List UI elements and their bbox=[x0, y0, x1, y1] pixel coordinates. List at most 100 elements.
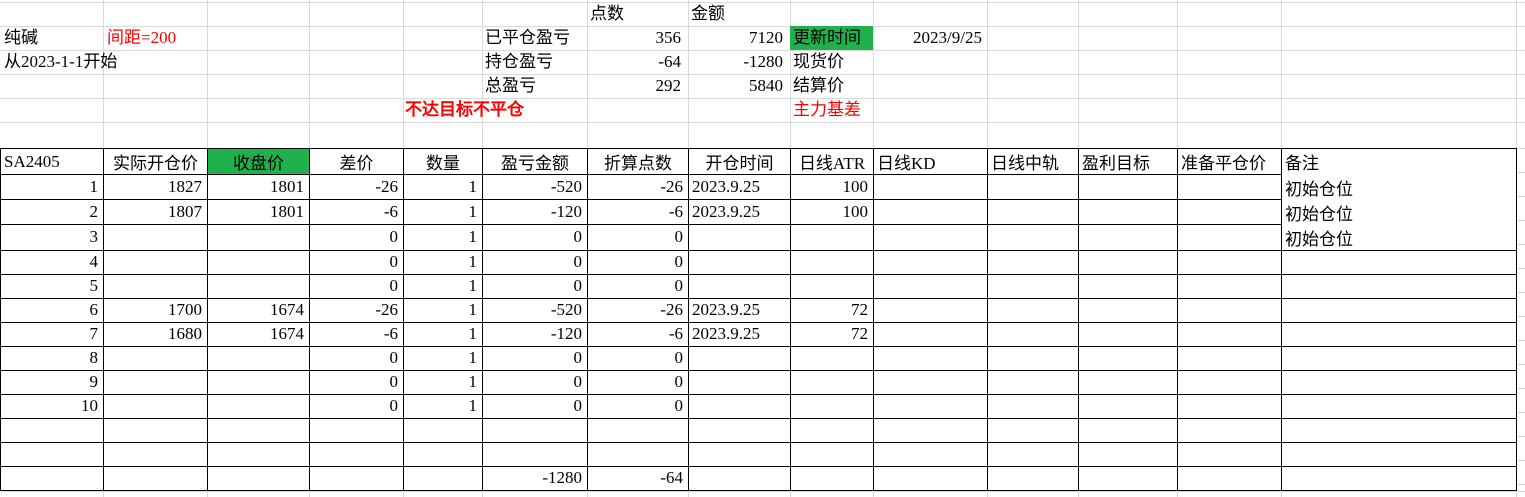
cell-r12-diff[interactable] bbox=[309, 441, 404, 467]
cell-r11-diff[interactable] bbox=[309, 417, 404, 443]
update-time-value-cell[interactable]: 2023/9/25 bbox=[913, 28, 982, 47]
cell-r6-pnl-amount[interactable]: -520 bbox=[482, 297, 588, 323]
cell-r2-open-time[interactable]: 2023.9.25 bbox=[688, 199, 791, 225]
cell-r1-pnl-amount[interactable]: -520 bbox=[482, 174, 588, 200]
cell-r6-diff[interactable]: -26 bbox=[309, 297, 404, 323]
cell-r1-remark[interactable]: 初始仓位 bbox=[1281, 174, 1517, 200]
cell-r13-remark[interactable] bbox=[1281, 465, 1517, 491]
cell-r12-close-ready-price[interactable] bbox=[1177, 441, 1282, 467]
cell-r12-pnl-amount[interactable] bbox=[482, 441, 588, 467]
cell-r4-open-time[interactable] bbox=[688, 249, 791, 275]
cell-r12-qty[interactable] bbox=[403, 441, 483, 467]
cell-r11-qty[interactable] bbox=[403, 417, 483, 443]
cell-r5-contract[interactable]: 5 bbox=[0, 273, 104, 299]
header-close-ready-price[interactable]: 准备平仓价 bbox=[1177, 148, 1282, 175]
cell-r1-daily-atr[interactable]: 100 bbox=[790, 174, 874, 200]
cell-r3-contract[interactable]: 3 bbox=[0, 224, 104, 251]
cell-r11-open-time[interactable] bbox=[688, 417, 791, 443]
cell-r13-contract[interactable] bbox=[0, 465, 104, 491]
cell-r11-pnl-amount[interactable] bbox=[482, 417, 588, 443]
cell-r10-open-time[interactable] bbox=[688, 393, 791, 419]
cell-r11-pnl-points[interactable] bbox=[587, 417, 689, 443]
cell-r10-pnl-amount[interactable]: 0 bbox=[482, 393, 588, 419]
cell-r3-daily-atr[interactable] bbox=[790, 224, 874, 251]
cell-r4-contract[interactable]: 4 bbox=[0, 249, 104, 275]
cell-r2-profit-target[interactable] bbox=[1078, 199, 1178, 225]
cell-r6-close-price[interactable]: 1674 bbox=[207, 297, 310, 323]
cell-r5-open-time[interactable] bbox=[688, 273, 791, 299]
cell-r8-open-time[interactable] bbox=[688, 345, 791, 371]
cell-r9-contract[interactable]: 9 bbox=[0, 369, 104, 395]
header-daily-kd[interactable]: 日线KD bbox=[873, 148, 988, 175]
start-date-cell[interactable]: 从2023-1-1开始 bbox=[4, 52, 118, 71]
closed-pnl-label-cell[interactable]: 已平仓盈亏 bbox=[485, 28, 570, 47]
cell-r11-daily-kd[interactable] bbox=[873, 417, 988, 443]
cell-r12-contract[interactable] bbox=[0, 441, 104, 467]
product-cell[interactable]: 纯碱 bbox=[4, 28, 38, 47]
cell-r4-daily-atr[interactable] bbox=[790, 249, 874, 275]
cell-r9-open-price[interactable] bbox=[103, 369, 208, 395]
points-header-cell[interactable]: 点数 bbox=[590, 4, 624, 23]
cell-r7-profit-target[interactable] bbox=[1078, 321, 1178, 347]
cell-r2-daily-atr[interactable]: 100 bbox=[790, 199, 874, 225]
cell-r4-close-ready-price[interactable] bbox=[1177, 249, 1282, 275]
cell-r13-profit-target[interactable] bbox=[1078, 465, 1178, 491]
cell-r9-close-price[interactable] bbox=[207, 369, 310, 395]
cell-r9-daily-kd[interactable] bbox=[873, 369, 988, 395]
header-diff[interactable]: 差价 bbox=[309, 148, 404, 175]
cell-r6-daily-atr[interactable]: 72 bbox=[790, 297, 874, 323]
cell-r3-profit-target[interactable] bbox=[1078, 224, 1178, 251]
cell-r8-contract[interactable]: 8 bbox=[0, 345, 104, 371]
cell-r7-open-price[interactable]: 1680 bbox=[103, 321, 208, 347]
cell-r10-contract[interactable]: 10 bbox=[0, 393, 104, 419]
cell-r6-open-time[interactable]: 2023.9.25 bbox=[688, 297, 791, 323]
cell-r5-open-price[interactable] bbox=[103, 273, 208, 299]
header-profit-target[interactable]: 盈利目标 bbox=[1078, 148, 1178, 175]
cell-r8-pnl-points[interactable]: 0 bbox=[587, 345, 689, 371]
cell-r3-remark[interactable]: 初始仓位 bbox=[1281, 224, 1517, 251]
cell-r5-pnl-points[interactable]: 0 bbox=[587, 273, 689, 299]
cell-r5-profit-target[interactable] bbox=[1078, 273, 1178, 299]
cell-r8-diff[interactable]: 0 bbox=[309, 345, 404, 371]
cell-r9-qty[interactable]: 1 bbox=[403, 369, 483, 395]
cell-r13-diff[interactable] bbox=[309, 465, 404, 491]
cell-r11-close-ready-price[interactable] bbox=[1177, 417, 1282, 443]
cell-r3-diff[interactable]: 0 bbox=[309, 224, 404, 251]
cell-r11-daily-atr[interactable] bbox=[790, 417, 874, 443]
cell-r8-pnl-amount[interactable]: 0 bbox=[482, 345, 588, 371]
cell-r13-open-time[interactable] bbox=[688, 465, 791, 491]
warning-cell[interactable]: 不达目标不平仓 bbox=[405, 100, 524, 119]
cell-r3-close-price[interactable] bbox=[207, 224, 310, 251]
cell-r3-pnl-amount[interactable]: 0 bbox=[482, 224, 588, 251]
cell-r13-close-price[interactable] bbox=[207, 465, 310, 491]
cell-r8-qty[interactable]: 1 bbox=[403, 345, 483, 371]
cell-r11-close-price[interactable] bbox=[207, 417, 310, 443]
cell-r2-daily-mid[interactable] bbox=[987, 199, 1079, 225]
cell-r5-daily-mid[interactable] bbox=[987, 273, 1079, 299]
cell-r2-daily-kd[interactable] bbox=[873, 199, 988, 225]
cell-r9-remark[interactable] bbox=[1281, 369, 1517, 395]
cell-r5-qty[interactable]: 1 bbox=[403, 273, 483, 299]
cell-r6-open-price[interactable]: 1700 bbox=[103, 297, 208, 323]
cell-r12-remark[interactable] bbox=[1281, 441, 1517, 467]
settlement-price-label-cell[interactable]: 结算价 bbox=[793, 76, 844, 95]
cell-r13-daily-kd[interactable] bbox=[873, 465, 988, 491]
cell-r4-qty[interactable]: 1 bbox=[403, 249, 483, 275]
cell-r2-qty[interactable]: 1 bbox=[403, 199, 483, 225]
cell-r4-pnl-amount[interactable]: 0 bbox=[482, 249, 588, 275]
cell-r5-close-ready-price[interactable] bbox=[1177, 273, 1282, 299]
cell-r11-profit-target[interactable] bbox=[1078, 417, 1178, 443]
cell-r3-open-time[interactable] bbox=[688, 224, 791, 251]
header-daily-atr[interactable]: 日线ATR bbox=[790, 148, 874, 175]
cell-r10-diff[interactable]: 0 bbox=[309, 393, 404, 419]
closed-pnl-points-cell[interactable]: 356 bbox=[655, 28, 682, 47]
cell-r7-contract[interactable]: 7 bbox=[0, 321, 104, 347]
cell-r10-daily-atr[interactable] bbox=[790, 393, 874, 419]
cell-r10-profit-target[interactable] bbox=[1078, 393, 1178, 419]
cell-r11-daily-mid[interactable] bbox=[987, 417, 1079, 443]
cell-r1-close-price[interactable]: 1801 bbox=[207, 174, 310, 200]
cell-r4-daily-mid[interactable] bbox=[987, 249, 1079, 275]
cell-r13-close-ready-price[interactable] bbox=[1177, 465, 1282, 491]
cell-r8-daily-kd[interactable] bbox=[873, 345, 988, 371]
cell-r10-daily-kd[interactable] bbox=[873, 393, 988, 419]
